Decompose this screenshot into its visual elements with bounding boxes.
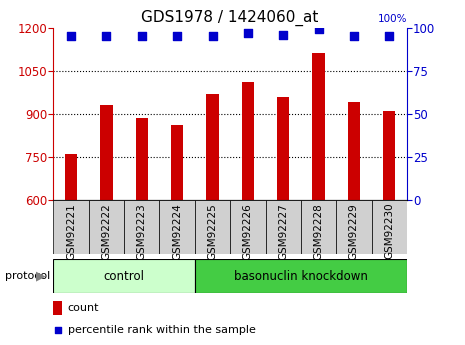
Text: ▶: ▶ <box>36 269 46 283</box>
Text: GSM92224: GSM92224 <box>172 203 182 259</box>
Bar <box>266 200 301 254</box>
Bar <box>65 154 77 200</box>
Bar <box>372 200 407 254</box>
Text: GSM92226: GSM92226 <box>243 203 253 259</box>
Bar <box>383 111 395 200</box>
Bar <box>53 301 62 315</box>
Text: GSM92228: GSM92228 <box>313 203 324 259</box>
Point <box>315 27 322 32</box>
Text: percentile rank within the sample: percentile rank within the sample <box>67 325 255 335</box>
Bar <box>301 200 336 254</box>
Bar <box>230 200 266 254</box>
Text: GSM92230: GSM92230 <box>384 203 394 259</box>
Bar <box>53 259 195 293</box>
Bar <box>100 105 113 200</box>
Bar <box>312 53 325 200</box>
Text: GSM92223: GSM92223 <box>137 203 147 259</box>
Title: GDS1978 / 1424060_at: GDS1978 / 1424060_at <box>141 10 319 26</box>
Text: GSM92229: GSM92229 <box>349 203 359 259</box>
Bar <box>195 200 230 254</box>
Bar <box>195 259 407 293</box>
Point <box>67 33 75 39</box>
Point <box>244 30 252 36</box>
Point <box>138 33 146 39</box>
Text: GSM92227: GSM92227 <box>278 203 288 259</box>
Text: count: count <box>67 303 99 313</box>
Text: control: control <box>104 269 145 283</box>
Point <box>279 32 287 37</box>
Text: 100%: 100% <box>378 14 407 24</box>
Bar <box>206 94 219 200</box>
Bar <box>53 200 89 254</box>
Bar <box>336 200 372 254</box>
Point <box>350 33 358 39</box>
Bar <box>242 82 254 200</box>
Point <box>173 33 181 39</box>
Text: GSM92225: GSM92225 <box>207 203 218 259</box>
Bar <box>136 118 148 200</box>
Bar <box>159 200 195 254</box>
Text: basonuclin knockdown: basonuclin knockdown <box>234 269 368 283</box>
Point <box>54 327 61 333</box>
Bar <box>89 200 124 254</box>
Bar <box>348 102 360 200</box>
Point <box>103 33 110 39</box>
Point <box>209 33 216 39</box>
Text: GSM92222: GSM92222 <box>101 203 112 259</box>
Bar <box>124 200 159 254</box>
Point <box>385 33 393 39</box>
Bar <box>277 97 289 200</box>
Bar <box>171 125 183 200</box>
Text: protocol: protocol <box>5 271 50 281</box>
Text: GSM92221: GSM92221 <box>66 203 76 259</box>
